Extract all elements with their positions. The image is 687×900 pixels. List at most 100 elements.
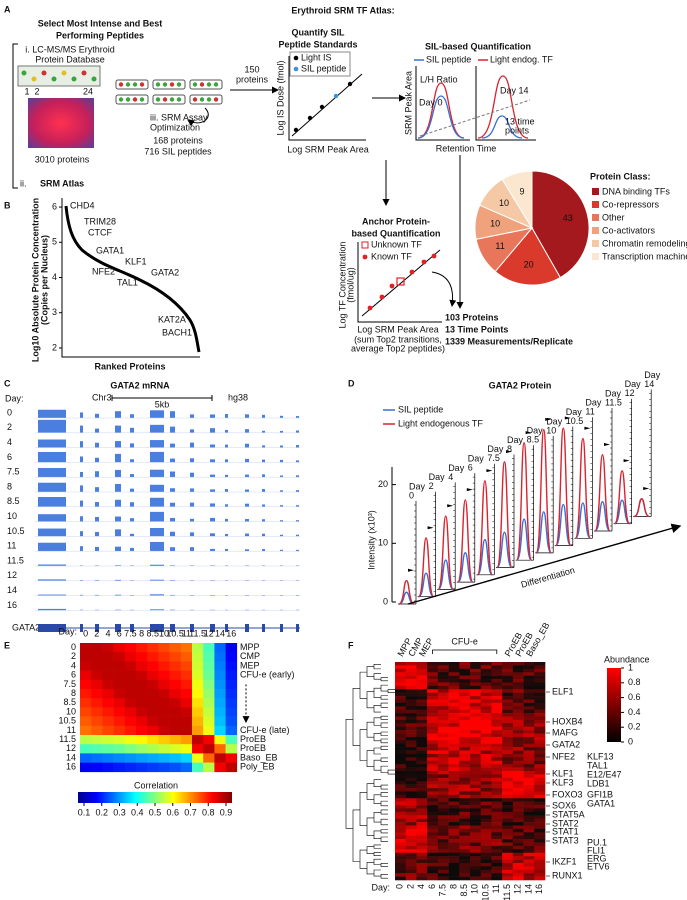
heatmap-cell [470, 862, 482, 867]
panel-label: B [4, 200, 11, 210]
coverage [80, 500, 83, 507]
heatmap-cell [470, 859, 482, 864]
heatmap-cell [523, 767, 535, 772]
heatmap-cell [502, 839, 514, 843]
heatmap-cell [480, 672, 492, 676]
legend-label: Co-activators [602, 225, 656, 235]
heatmap-cell [158, 679, 170, 690]
heatmap-cell [459, 774, 471, 779]
heatmap-cell [491, 815, 503, 819]
gene-label: FLI1 [587, 845, 605, 855]
database-label: i. LC-MS/MS Erythroid [25, 44, 115, 54]
heatmap-cell [512, 685, 524, 690]
heatmap-cell [448, 716, 460, 721]
coverage [95, 487, 99, 492]
dendrogram [373, 779, 381, 788]
heatmap-cell [395, 771, 407, 775]
heatmap-cell [491, 825, 503, 830]
heatmap-cell [459, 757, 471, 762]
dendrogram [387, 689, 395, 693]
heatmap-cell [136, 689, 148, 699]
heatmap-cell [459, 788, 471, 792]
heatmap-cell [192, 762, 204, 773]
heatmap-cell [416, 774, 428, 779]
heatmap-cell [480, 801, 492, 806]
heatmap-cell [480, 757, 492, 762]
heatmap-cell [80, 661, 92, 671]
heatmap-cell [523, 668, 535, 673]
heatmap-cell [147, 661, 159, 671]
heatmap-cell [124, 753, 137, 763]
heatmap-cell [502, 811, 514, 816]
heatmap-cell [102, 753, 114, 763]
day-label: 7.5 [438, 884, 448, 897]
heatmap-cell [180, 661, 193, 671]
y-tick-label: 3 [52, 307, 57, 317]
database-label: Protein Database [35, 54, 105, 64]
heatmap-cell [534, 852, 546, 857]
heatmap-cell [502, 679, 514, 683]
heatmap-cell [395, 788, 407, 792]
peptide-dot [125, 97, 131, 102]
heatmap-cell [225, 661, 238, 671]
heatmap-cell [405, 730, 417, 734]
heatmap-cell [395, 808, 407, 813]
heatmap-cell [480, 753, 492, 758]
heatmap-cell [491, 689, 503, 693]
row-label: 11.5 [59, 734, 76, 744]
dendrogram [373, 869, 381, 877]
gel-spot [91, 76, 97, 82]
heatmap-cell [523, 856, 535, 860]
heatmap-cell [512, 856, 524, 860]
peak [555, 427, 572, 547]
heatmap-cell [534, 798, 546, 802]
heatmap-cell [437, 750, 449, 755]
exon [38, 624, 66, 632]
heatmap-cell [534, 702, 546, 707]
heatmap-cell [158, 744, 170, 754]
heatmap-cell [480, 764, 492, 768]
day-label: 11 [491, 884, 501, 893]
heatmap-cell [416, 828, 428, 833]
heatmap-cell [448, 753, 460, 758]
gel [17, 65, 101, 87]
heatmap-cell [124, 679, 137, 690]
heatmap-cell [470, 822, 482, 826]
heatmap-cell [192, 643, 204, 653]
heatmap-cell [448, 760, 460, 765]
flag [506, 450, 512, 454]
dendrogram [380, 702, 388, 708]
track-label: Day: [5, 393, 24, 403]
coverage [190, 488, 194, 492]
heatmap-cell [136, 679, 148, 690]
heatmap-cell [480, 760, 492, 765]
section-title: Quantify SIL [291, 27, 345, 37]
heatmap-cell [124, 744, 137, 754]
heatmap-cell [416, 716, 428, 721]
heatmap-cell [395, 692, 407, 697]
heatmap-cell [437, 682, 449, 687]
heatmap-cell [502, 801, 514, 806]
axis-label: Log10 Absolute Protein Concentration [30, 198, 40, 362]
heatmap-cell [437, 849, 449, 854]
coverage [80, 471, 83, 478]
heatmap-cell [523, 726, 535, 731]
heatmap-cell [534, 733, 546, 738]
heatmap-cell [416, 675, 428, 680]
heatmap-cell [416, 733, 428, 738]
line [361, 249, 441, 317]
day-label: 2 [405, 884, 415, 889]
heatmap-cell [448, 767, 460, 772]
heatmap-cell [395, 852, 407, 857]
heatmap-cell [523, 662, 535, 666]
heatmap-cell [491, 757, 503, 762]
heatmap-cell [480, 679, 492, 683]
day-label: 14 [644, 379, 654, 389]
dendrogram [380, 836, 388, 842]
heatmap-cell [416, 825, 428, 830]
heatmap-cell [480, 791, 492, 796]
gene-label: BACH1 [162, 327, 192, 337]
exon [170, 624, 175, 632]
heatmap-cell [405, 791, 417, 796]
heatmap-cell [512, 781, 524, 785]
